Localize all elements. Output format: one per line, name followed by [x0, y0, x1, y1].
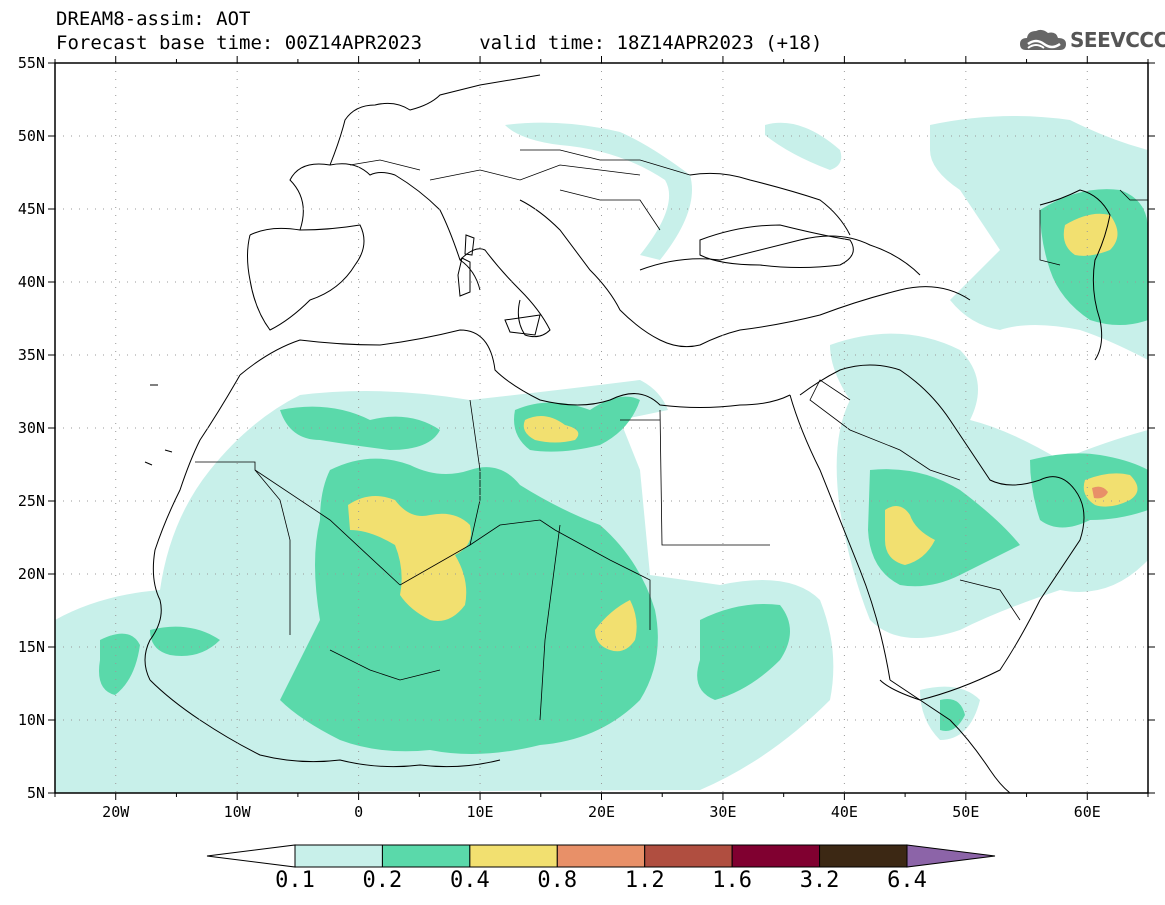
aot-shading: [55, 116, 1148, 793]
lon-tick-label: 10E: [467, 803, 494, 821]
axis-ticks: [48, 56, 1155, 800]
colorbar-label: 1.2: [624, 868, 665, 893]
lat-tick-label: 10N: [18, 711, 45, 729]
coastlines: [144, 74, 1111, 793]
lat-tick-label: 55N: [18, 54, 45, 72]
colorbar-label: 3.2: [799, 868, 840, 893]
lon-tick-label: 30E: [709, 803, 736, 821]
gridlines: [55, 63, 1148, 793]
lon-tick-label: 50E: [952, 803, 979, 821]
colorbar-box: [469, 844, 558, 868]
colorbar-label: 0.1: [275, 868, 315, 893]
colorbar-box: [731, 844, 821, 868]
colorbar-box: [294, 844, 383, 868]
colorbar-label: 0.2: [362, 868, 403, 893]
colorbar-right-arrow: [906, 844, 996, 868]
colorbar-left-arrow: [206, 844, 296, 868]
lat-tick-label: 25N: [18, 492, 45, 510]
logo-text: SEEVCCC: [1070, 28, 1165, 52]
lon-tick-label: 20W: [102, 803, 130, 821]
colorbar-label: 6.4: [887, 868, 927, 893]
lat-tick-label: 35N: [18, 346, 45, 364]
cloud-logo-icon: [1020, 29, 1066, 50]
seevccc-logo: SEEVCCC: [1018, 26, 1165, 54]
colorbar-label: 0.8: [537, 868, 578, 893]
colorbar-box: [644, 844, 733, 868]
lat-tick-label: 30N: [18, 419, 45, 437]
colorbar: [206, 844, 996, 868]
lat-tick-label: 45N: [18, 200, 45, 218]
lat-tick-label: 50N: [18, 127, 45, 145]
country-borders: [195, 149, 1148, 721]
lat-tick-label: 40N: [18, 273, 45, 291]
lat-tick-label: 20N: [18, 565, 45, 583]
lon-tick-label: 40E: [831, 803, 858, 821]
lat-tick-label: 15N: [18, 638, 45, 656]
colorbar-label: 0.4: [449, 868, 490, 893]
chart-subtitle: Forecast base time: 00Z14APR2023 valid t…: [56, 32, 823, 54]
lon-tick-label: 60E: [1074, 803, 1101, 821]
longitude-labels: 20W 10W 0 10E 20E 30E 40E 50E 60E: [102, 803, 1101, 821]
colorbar-box: [381, 844, 471, 868]
lon-tick-label: 20E: [588, 803, 615, 821]
lon-tick-label: 0: [354, 803, 363, 821]
lon-tick-label: 10W: [224, 803, 252, 821]
latitude-labels: 55N 50N 45N 40N 35N 30N 25N 20N 15N 10N 5N: [18, 54, 45, 802]
lat-tick-label: 5N: [27, 784, 45, 802]
chart-title: DREAM8-assim: AOT: [56, 8, 251, 30]
colorbar-label: 1.6: [712, 868, 753, 893]
colorbar-box: [819, 844, 908, 868]
aot-band-0-4: [348, 213, 1138, 652]
aot-band-0-8: [1092, 486, 1108, 499]
colorbar-box: [556, 844, 646, 868]
